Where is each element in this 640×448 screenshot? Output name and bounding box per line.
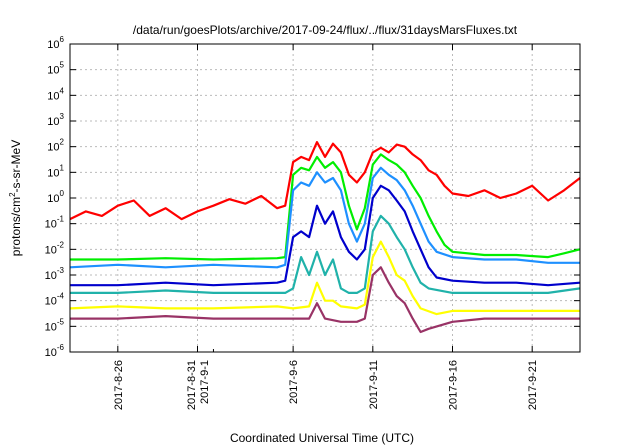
series-line-4	[70, 184, 581, 287]
series-line-6	[69, 240, 580, 316]
y-tick-label: 103	[47, 112, 64, 128]
x-tick-label: 2017-9-6	[288, 360, 300, 404]
series-line-2	[70, 153, 581, 261]
series-line-7	[70, 266, 580, 334]
y-tick-label: 10-1	[45, 215, 65, 231]
y-tick-label: 10-5	[45, 317, 65, 333]
x-tick-label: 2017-9-1	[199, 360, 211, 404]
x-axis-label: Coordinated Universal Time (UTC)	[230, 431, 414, 445]
x-tick-labels: 2017-8-26 2017-8-31 2017-9-1 2017-9-6 2017-9…	[113, 360, 539, 410]
x-tick-label: 2017-8-31	[186, 360, 198, 410]
x-tick-label: 2017-9-11	[368, 360, 380, 409]
y-tick-label: 100	[47, 189, 64, 205]
series-line-3	[69, 166, 580, 269]
series-line-5	[70, 214, 581, 294]
y-tick-label: 105	[47, 61, 64, 77]
y-tick-label: 10-3	[45, 266, 65, 282]
y-tick-labels: 10-6 10-5 10-4 10-3 10-2 10-1 100 101 102 103 104 1…	[45, 35, 65, 359]
y-tick-label: 10-6	[45, 343, 65, 359]
series-lines	[69, 141, 581, 334]
x-tick-label: 2017-8-26	[113, 360, 125, 410]
y-tick-label: 104	[47, 86, 64, 102]
y-tick-label: 101	[47, 163, 64, 179]
x-tick-label: 2017-9-16	[448, 360, 460, 410]
x-tick-label: 2017-9-21	[527, 360, 539, 410]
series-line-1	[69, 141, 581, 221]
y-tick-label: 102	[47, 138, 64, 154]
y-tick-label: 106	[47, 35, 64, 51]
chart-title: /data/run/goesPlots/archive/2017-09-24/f…	[133, 23, 518, 37]
y-axis-label: protons/cm2-s-sr-MeV	[8, 140, 23, 256]
y-tick-label: 10-4	[45, 292, 65, 308]
y-tick-label: 10-2	[45, 240, 65, 256]
plot-frame	[69, 43, 581, 353]
